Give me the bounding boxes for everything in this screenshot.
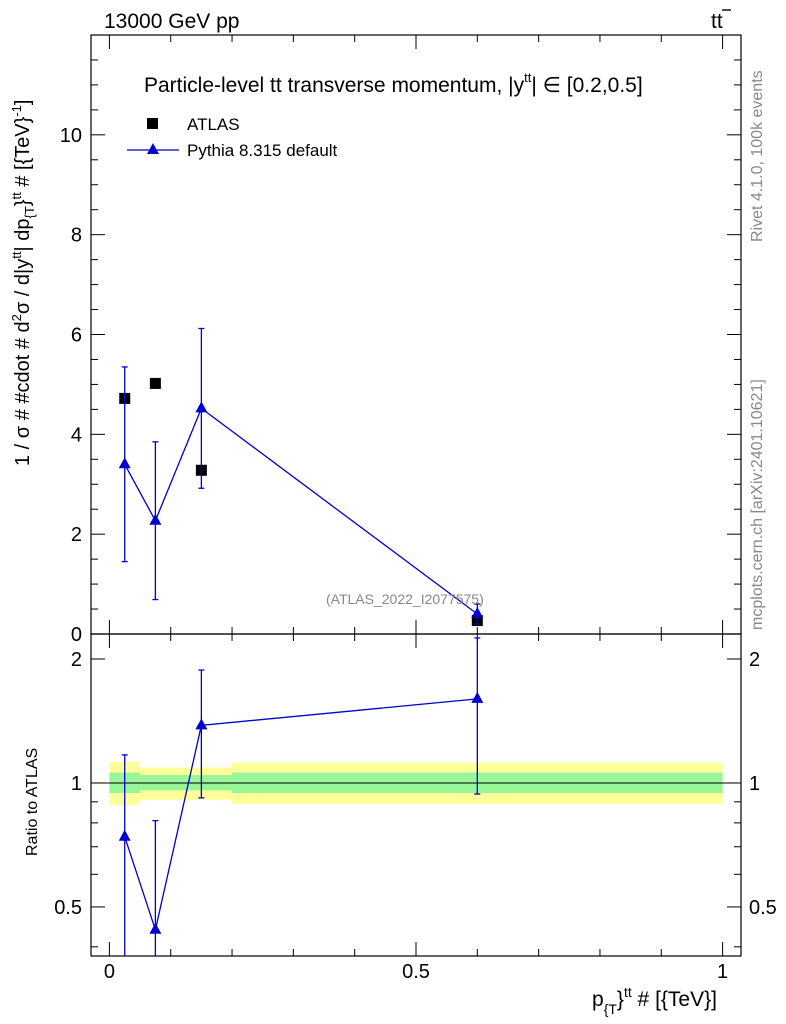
x-tick-label: 0: [104, 961, 115, 983]
x-tick-label: 1: [717, 961, 728, 983]
ratio-data-point: [149, 922, 162, 934]
ratio-pythia-line: [124, 698, 478, 933]
legend-label-pythia: Pythia 8.315 default: [187, 141, 338, 160]
legend: ATLAS Pythia 8.315 default: [127, 115, 338, 160]
ratio-y-tick-label-right: 1: [749, 773, 760, 795]
ratio-y-tick-label-right: 2: [749, 649, 760, 671]
ratio-data-point: [118, 829, 131, 841]
legend-marker-pythia: [147, 143, 159, 154]
main-y-tick-label: 4: [71, 424, 82, 446]
ratio-panel: 0.5 0.5 1 1 2 2 0 0.5 1 Ratio to ATLAS p{T}tt # …: [24, 633, 777, 1017]
ratio-y-tick-label: 2: [71, 649, 82, 671]
ratio-y-tick-label: 1: [71, 773, 82, 795]
ratio-y-axis-label: Ratio to ATLAS: [24, 748, 41, 856]
x-axis-label: p{T}tt # [{TeV}]: [592, 984, 717, 1017]
header-left: 13000 GeV pp: [104, 10, 239, 33]
ratio-y-tick-label: 0.5: [54, 897, 82, 919]
ratio-data-point: [471, 691, 484, 703]
main-y-tick-label: 10: [60, 125, 82, 147]
ratio-y-tick-label-right: 0.5: [749, 897, 777, 919]
main-y-tick-label: 0: [71, 624, 82, 646]
main-y-tick-label: 8: [71, 225, 82, 247]
pythia-data-point: [195, 401, 208, 413]
atlas-data-point: [149, 377, 161, 389]
pythia-line: [124, 407, 478, 615]
x-tick-label: 0.5: [402, 961, 430, 983]
main-y-tick-label: 2: [71, 524, 82, 546]
legend-marker-atlas: [147, 118, 158, 129]
header-right: tt: [711, 10, 723, 33]
main-plot-area: 0 2 4 6 8 10: [60, 34, 742, 646]
pythia-data-point: [471, 607, 484, 619]
ratio-data-point: [195, 718, 208, 730]
pythia-data-point: [149, 513, 162, 525]
legend-label-atlas: ATLAS: [187, 115, 240, 134]
chart-title: Particle-level tt transverse momentum, |…: [144, 70, 643, 97]
main-y-tick-label: 6: [71, 325, 82, 347]
mcplots-label: mcplots.cern.ch [arXiv:2401.10621]: [749, 379, 766, 630]
rivet-label: Rivet 4.1.0, 100k events: [749, 70, 766, 242]
ratio-plot-area: 0.5 0.5 1 1 2 2 0 0.5 1: [54, 633, 777, 983]
pythia-data-point: [118, 457, 131, 469]
main-y-axis-label: 1 / σ # #cdot # d2σ / d|ytt| dp{T}tt # […: [9, 100, 37, 466]
main-panel: 0 2 4 6 8 10 Particle-level tt transverse mom…: [9, 34, 742, 646]
analysis-watermark: (ATLAS_2022_I2077575): [326, 591, 484, 607]
